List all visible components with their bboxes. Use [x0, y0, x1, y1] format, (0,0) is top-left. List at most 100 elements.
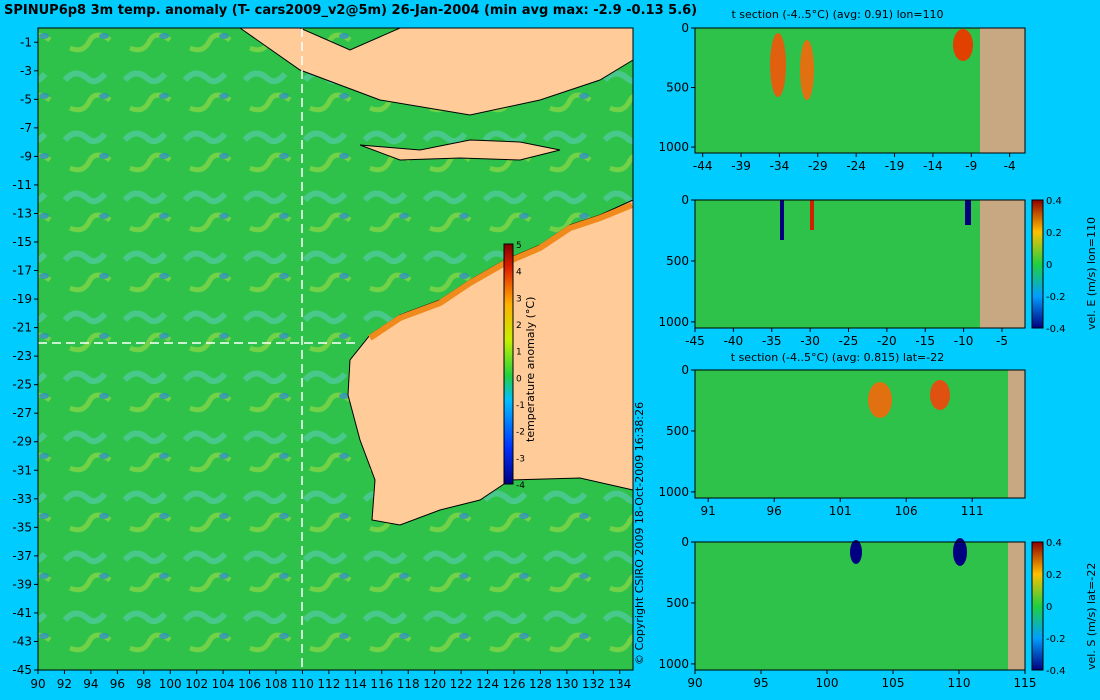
section4-ytick-label: 1000 [658, 657, 689, 671]
section1-ytick-label: 500 [666, 81, 689, 95]
section2-colorbar-tick-label: 0.2 [1046, 228, 1062, 239]
map-colorbar-tick-label: 4 [516, 268, 522, 278]
section1-warm-blob-2 [800, 40, 814, 100]
section1-title: t section (-4..5°C) (avg: 0.91) lon=110 [731, 8, 944, 21]
map-colorbar-tick-label: 1 [516, 348, 522, 358]
section2-colorbar [1031, 199, 1044, 329]
map-xtick-label: 120 [423, 677, 446, 691]
section2-ocean [695, 200, 980, 328]
map-xtick-label: 108 [265, 677, 288, 691]
section3-warm-blob-1 [868, 382, 892, 418]
section1-xtick-label: -9 [965, 159, 977, 173]
section1-xtick-label: -44 [693, 159, 713, 173]
section2-ytick-label: 500 [666, 254, 689, 268]
map-xtick-label: 90 [30, 677, 45, 691]
map-xtick-label: 94 [83, 677, 98, 691]
section2-colorbar-label: vel. E (m/s) lon=110 [1085, 217, 1098, 330]
section4-ytick-label: 0 [681, 535, 689, 549]
map-ytick-label: -13 [12, 206, 32, 220]
section4-jet-1 [850, 540, 862, 564]
map-xtick-label: 130 [555, 677, 578, 691]
map-colorbar-label: temperature anomaly (°C) [524, 296, 537, 442]
section2-xtick-label: -15 [915, 334, 935, 348]
map-ytick-label: -15 [12, 235, 32, 249]
map-ytick-label: -1 [20, 35, 32, 49]
map-ytick-label: -33 [12, 492, 32, 506]
map-xtick-label: 116 [370, 677, 393, 691]
map-ytick-label: -5 [20, 92, 32, 106]
map-ytick-label: -21 [12, 321, 32, 335]
section3-xtick-label: 96 [767, 504, 782, 518]
section4-frame [694, 541, 1026, 671]
map-frame [37, 27, 634, 671]
map-colorbar: 5 4 3 2 1 0 -1 -2 -3 -4 [503, 241, 525, 490]
map-ytick-label: -7 [20, 121, 32, 135]
section2-xtick-label: -45 [685, 334, 705, 348]
section2-ytick-label: 1000 [658, 315, 689, 329]
section3-ocean [695, 370, 1010, 498]
map-ytick-label: -43 [12, 634, 32, 648]
section3-ytick-label: 500 [666, 424, 689, 438]
section2-frame [694, 199, 1026, 329]
map-xtick-label: 112 [317, 677, 340, 691]
map-xtick-label: 128 [529, 677, 552, 691]
section4-colorbar-tick-label: 0.2 [1046, 570, 1062, 581]
map-ytick-label: -39 [12, 577, 32, 591]
map-ytick-label: -29 [12, 435, 32, 449]
map-ytick-label: -37 [12, 549, 32, 563]
section4-colorbar [1031, 541, 1044, 671]
section2-xtick-label: -25 [839, 334, 859, 348]
section2-colorbar-tick-label: 0.4 [1046, 196, 1062, 207]
map-xtick-label: 104 [212, 677, 235, 691]
map-colorbar-tick-label: -1 [516, 401, 525, 411]
map-xtick-label: 122 [450, 677, 473, 691]
map-xtick-label: 102 [185, 677, 208, 691]
section4-xtick-label: 105 [882, 676, 905, 690]
map-ytick-label: -27 [12, 406, 32, 420]
map-ytick-label: -31 [12, 463, 32, 477]
section2-jet-3 [965, 200, 971, 225]
map-xtick-label: 124 [476, 677, 499, 691]
map-xtick-label: 134 [608, 677, 631, 691]
map-colorbar-tick-label: -3 [516, 454, 525, 464]
section3-ytick-label: 1000 [658, 485, 689, 499]
section1-ocean [695, 28, 980, 153]
map-ytick-label: -17 [12, 264, 32, 278]
section3-land [1008, 370, 1025, 498]
main-title: SPINUP6p8 3m temp. anomaly (T- cars2009_… [4, 3, 698, 18]
section1-ytick-label: 0 [681, 21, 689, 35]
section2-colorbar-tick-label: 0 [1046, 260, 1052, 271]
section1-xtick-label: -34 [770, 159, 790, 173]
map-colorbar-tick-label: 0 [516, 374, 522, 384]
section4-jet-2 [953, 538, 967, 566]
section1-xtick-label: -4 [1004, 159, 1016, 173]
map-ytick-label: -11 [12, 178, 32, 192]
map-ytick-label: -9 [20, 149, 32, 163]
section1-warm-blob-3 [953, 29, 973, 61]
section1-xtick-label: -29 [808, 159, 828, 173]
map-ytick-label: -23 [12, 349, 32, 363]
section1-frame [694, 27, 1026, 154]
section3-warm-blob-2 [930, 380, 950, 410]
section3-title: t section (-4..5°C) (avg: 0.815) lat=-22 [730, 351, 945, 364]
map-xtick-label: 100 [159, 677, 182, 691]
section4-colorbar-tick-label: -0.2 [1046, 634, 1066, 645]
section3-xtick-label: 91 [701, 504, 716, 518]
map-colorbar-tick-label: 5 [516, 241, 522, 251]
map-xtick-label: 98 [136, 677, 151, 691]
map-xtick-label: 110 [291, 677, 314, 691]
map-xtick-label: 96 [110, 677, 125, 691]
map-ytick-label: -25 [12, 378, 32, 392]
section4-xtick-label: 100 [816, 676, 839, 690]
section3-xtick-label: 106 [895, 504, 918, 518]
section1-land [980, 28, 1025, 153]
map-ytick-label: -41 [12, 606, 32, 620]
map-ytick-label: -19 [12, 292, 32, 306]
map-colorbar-tick-label: -4 [516, 481, 525, 490]
section2-jet-2 [810, 200, 814, 230]
section4-xtick-label: 110 [948, 676, 971, 690]
map-xtick-label: 126 [503, 677, 526, 691]
map-ytick-label: -3 [20, 64, 32, 78]
map-plot: 90 92 94 96 98 100 102 104 106 108 110 112 114 116 118… [12, 27, 634, 691]
